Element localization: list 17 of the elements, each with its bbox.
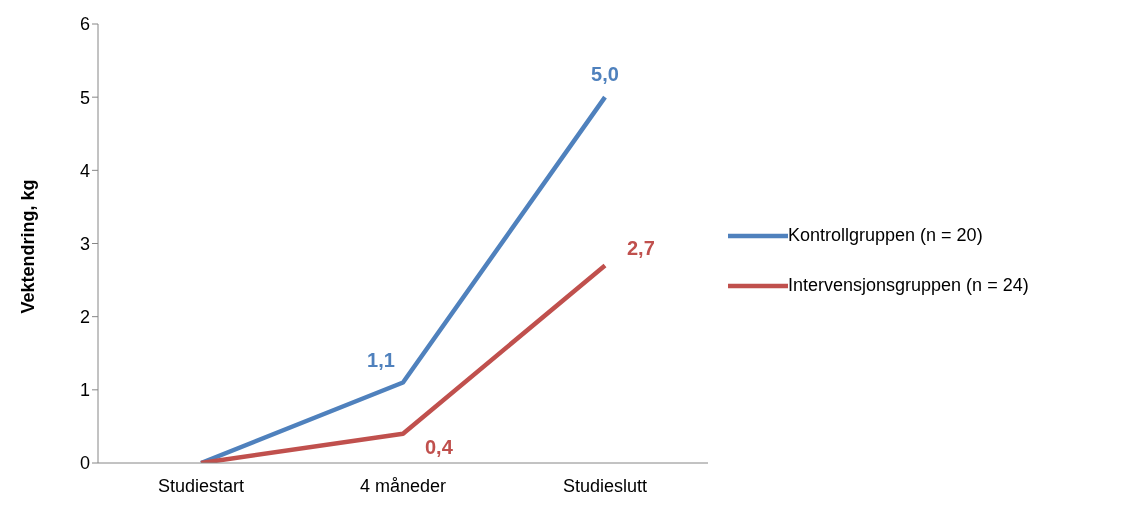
y-tick-label: 0	[79, 453, 90, 474]
data-label: 1,1	[367, 348, 395, 371]
y-tick-label: 2	[79, 307, 90, 328]
y-tick-label: 5	[79, 87, 90, 108]
x-tick-label: 4 måneder	[359, 475, 447, 496]
y-tick-label: 3	[79, 233, 90, 254]
y-tick-label: 1	[79, 380, 90, 401]
y-tick-label: 6	[79, 14, 90, 35]
y-axis-title: Vektendring, kg	[18, 179, 39, 314]
data-label: 5,0	[591, 63, 619, 86]
y-tick-label: 4	[79, 160, 90, 181]
x-tick-label: Studiestart	[157, 475, 245, 496]
legend-label: Intervensjonsgruppen (n = 24)	[788, 275, 1029, 296]
data-label: 2,7	[627, 237, 655, 260]
x-tick-label: Studieslutt	[562, 475, 648, 496]
data-label: 0,4	[425, 435, 454, 458]
legend-label: Kontrollgruppen (n = 20)	[788, 225, 983, 246]
